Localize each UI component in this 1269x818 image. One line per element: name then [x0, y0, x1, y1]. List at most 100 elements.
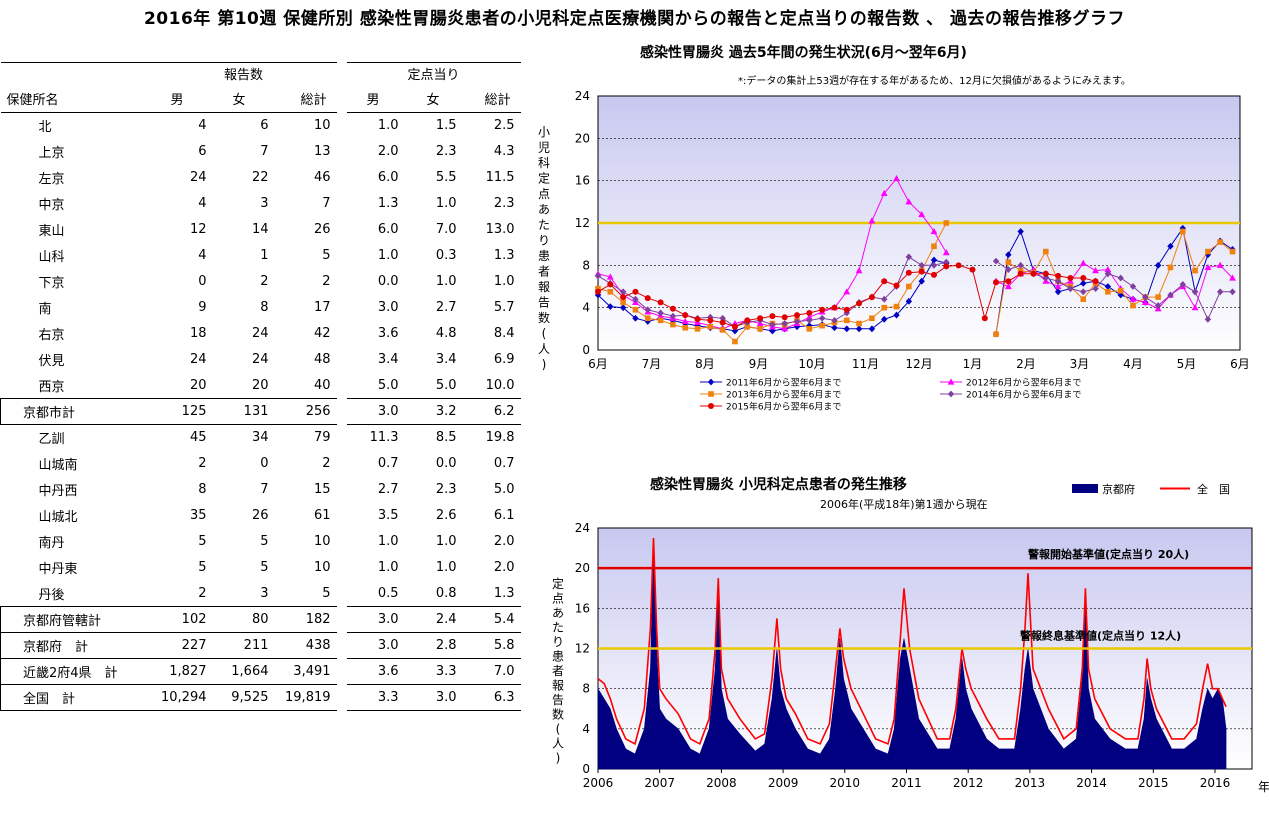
chart2-y-tick-label: 20: [575, 561, 590, 575]
row-name: 丹後: [38, 587, 65, 603]
table-row: 全国 計 10,294 9,525 19,819 3.3 3.0 6.3: [0, 684, 521, 711]
chart2-x-tick-label: 2008: [706, 776, 737, 790]
rate-total: 19.8: [462, 424, 521, 451]
report-female: 80: [212, 606, 275, 633]
table-row: 下京 0 2 2 0.0 1.0 1.0: [1, 269, 521, 295]
rate-male: 3.3: [346, 684, 405, 711]
chart2-y-axis-label-char: た: [552, 621, 564, 635]
report-table: 報告数 定点当り 保健所名 男 女 総計 男 女 総計 北 4 6 10 1.0 1.5 2…: [0, 62, 521, 711]
chart1-data-point: [1117, 291, 1124, 299]
rate-total: 1.3: [493, 248, 515, 263]
col-header-total-rate: 総計: [462, 84, 521, 113]
table-row: 南 9 8 17 3.0 2.7 5.7: [1, 295, 521, 321]
table-row: 丹後 2 3 5 0.5 0.8 1.3: [1, 581, 521, 607]
report-total: 10: [313, 534, 331, 549]
chart1-data-point: [1042, 274, 1049, 282]
rate-male: 5.0: [377, 377, 399, 393]
chart1-data-point: [1129, 283, 1137, 290]
chart1-data-point: [1142, 293, 1149, 301]
chart1-data-point: [1155, 294, 1161, 300]
rate-female: 2.8: [404, 632, 463, 659]
report-male: 2: [198, 585, 207, 601]
chart1-y-axis-label-char: 者: [538, 265, 550, 279]
page-title: 2016年 第10週 保健所別 感染性胃腸炎患者の小児科定点医療機関からの報告と…: [143, 9, 1126, 29]
chart1-data-point: [893, 174, 900, 182]
chart1-data-point: [681, 317, 689, 325]
chart1-data-point: [881, 278, 888, 285]
row-name: 下京: [38, 276, 65, 291]
column-gap: [337, 399, 347, 425]
report-female: 131: [212, 398, 275, 425]
rate-total: 1.0: [493, 274, 515, 289]
report-female: 8: [260, 300, 269, 315]
rate-male: 3.0: [346, 398, 405, 425]
chart2-y-axis-label-char: 告: [552, 693, 564, 707]
table-row: 京都府 計 227 211 438 3.0 2.8 5.8: [0, 632, 521, 659]
chart1-data-point: [943, 263, 950, 270]
chart1-data-point: [1005, 266, 1012, 273]
chart2-y-axis-label-char: (: [556, 722, 561, 736]
chart2-x-tick-label: 2006: [583, 776, 614, 790]
rate-female: 0.8: [435, 585, 457, 601]
chart2-long-term-trend: 0 4 8 12 16 20 24 警報開始基準値(定点当り 20人) 警報終息基準値(定点当り…: [552, 482, 1269, 794]
chart1-data-point: [1167, 291, 1174, 299]
table-row: 中丹東 5 5 10 1.0 1.0 2.0: [1, 555, 521, 581]
row-name: 乙訓: [0, 424, 151, 451]
chart1-data-point: [694, 316, 701, 323]
rate-total: 13.0: [485, 222, 515, 237]
table-row: 山城北 35 26 61 3.5 2.6 6.1: [1, 503, 521, 529]
chart1-data-point: [1141, 298, 1149, 305]
chart1-data-point: [1055, 272, 1062, 279]
chart1-data-point: [595, 285, 601, 292]
report-male: 18: [189, 326, 207, 341]
col-header-male: 男: [150, 84, 213, 113]
column-gap: [337, 295, 347, 321]
chart1-data-point: [856, 320, 862, 327]
chart1-data-point: [1017, 270, 1024, 277]
rate-total: 2.5: [493, 118, 515, 134]
chart1-y-axis-label-char: ): [542, 358, 547, 372]
rate-male: 1.0: [377, 248, 399, 263]
chart1-legend-label: 2011年6月から翌年6月まで: [726, 377, 841, 389]
rate-total: 11.5: [485, 170, 515, 185]
rate-female: 1.0: [435, 534, 457, 549]
chart1-data-point: [880, 189, 888, 196]
chart1-data-point: [757, 315, 764, 322]
chart1-data-point: [669, 312, 677, 320]
chart1-x-tick-label: 1月: [963, 357, 983, 371]
report-female: 22: [251, 170, 269, 185]
column-gap: [337, 347, 347, 373]
report-female: 24: [251, 326, 269, 341]
row-name: 京都市計: [0, 398, 151, 425]
rate-male: 3.6: [346, 658, 405, 685]
report-male: 125: [150, 398, 213, 425]
chart1-data-point: [906, 283, 912, 290]
chart1-y-axis-label-char: た: [538, 218, 550, 232]
report-table-body: 報告数 定点当り 保健所名 男 女 総計 男 女 総計 北 4 6 10 1.0 1.5 2…: [0, 62, 521, 711]
report-male: 2: [198, 456, 207, 471]
chart1-data-point: [644, 295, 651, 302]
chart1-legend-item: 2015年6月から翌年6月まで: [700, 401, 841, 413]
chart1-data-point: [805, 313, 813, 320]
report-female: 1,664: [212, 658, 275, 685]
rate-male: 1.0: [377, 118, 399, 134]
report-total: 5: [322, 585, 331, 601]
chart1-y-axis-label-char: 数: [538, 310, 550, 325]
report-male: 1,827: [150, 658, 213, 685]
chart1-legend-label: 2012年6月から翌年6月まで: [966, 377, 1081, 389]
report-total: 3,491: [274, 658, 337, 685]
chart2-y-tick-label: 8: [582, 682, 590, 696]
row-name: 中京: [38, 198, 65, 213]
table-row: 東山 12 14 26 6.0 7.0 13.0: [1, 217, 521, 243]
chart2-y-axis-label-char: 数: [552, 707, 564, 722]
chart1-y-axis-label-char: 報: [538, 280, 550, 294]
col-header-female-rate: 女: [404, 84, 463, 113]
chart1-x-tick-label: 9月: [749, 357, 769, 371]
chart1-data-point: [1042, 270, 1049, 277]
chart2-alert-end-label: 警報終息基準値(定点当り 12人): [1019, 629, 1181, 643]
chart1-data-point: [881, 315, 888, 323]
chart1-y-axis-label-char: 小: [538, 125, 550, 139]
table-row: 京都市計 125 131 256 3.0 3.2 6.2: [0, 398, 521, 425]
chart1-data-point: [744, 323, 751, 330]
